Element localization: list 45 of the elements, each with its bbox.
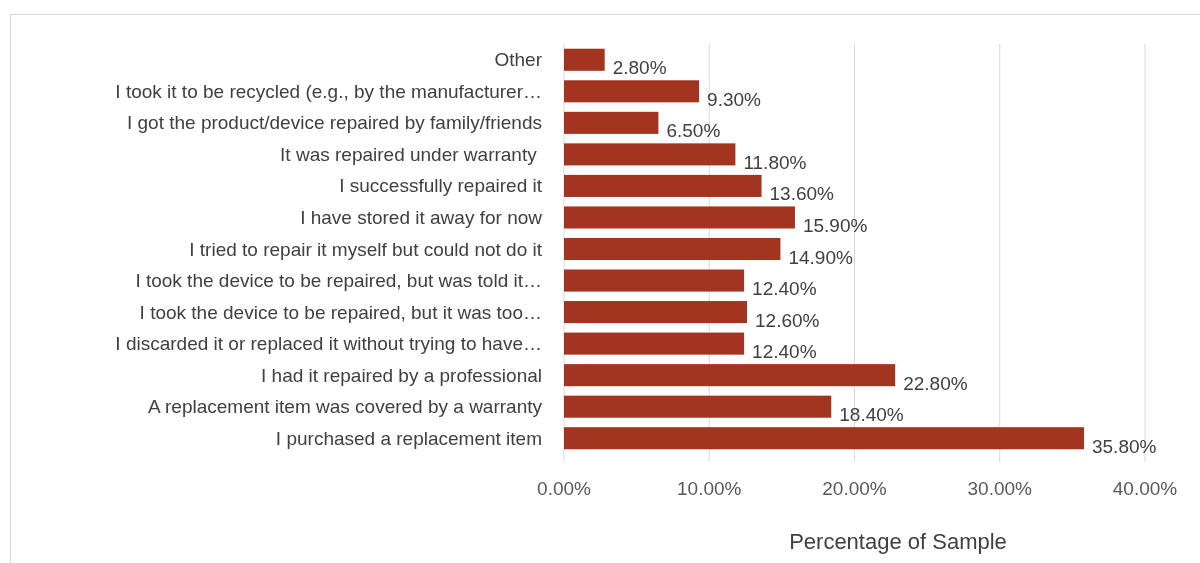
bar (564, 237, 781, 261)
data-label: 11.80% (743, 151, 807, 173)
y-tick-label: Other (494, 49, 543, 71)
x-tick-label: 30.00% (967, 477, 1033, 499)
bar (564, 301, 748, 324)
bar (564, 332, 745, 355)
data-label: 12.40% (752, 278, 817, 300)
data-label: 12.40% (752, 341, 817, 363)
y-tick-label: I have stored it away for now (300, 206, 543, 228)
data-label: 2.80% (612, 57, 667, 79)
bar (564, 143, 736, 166)
data-label: 14.90% (788, 246, 853, 268)
y-tick-label: I successfully repaired it (339, 175, 543, 197)
data-label: 35.80% (1091, 435, 1157, 457)
y-tick-label: I took the device to be repaired, but it was too… (139, 301, 542, 323)
bar (564, 80, 700, 103)
bar (564, 174, 762, 197)
y-tick-label: I tried to repair it myself but could not do it (189, 238, 543, 260)
x-tick-label: 0.00% (537, 477, 592, 499)
x-tick-label: 40.00% (1112, 477, 1178, 499)
x-tick-label: 20.00% (822, 477, 887, 499)
bar (564, 48, 605, 71)
y-tick-label: I took the device to be repaired, but was told it… (135, 270, 542, 292)
data-label: 12.60% (755, 309, 820, 331)
data-label: 13.60% (769, 183, 835, 205)
bar (564, 269, 745, 292)
y-tick-label: I got the product/device repaired by family/friends (126, 112, 542, 134)
data-label: 18.40% (839, 404, 904, 426)
y-tick-label: I discarded it or replaced it without trying to have… (115, 333, 542, 355)
y-tick-label: I took it to be recycled (e.g., by the manufacturer… (115, 80, 542, 102)
bar (564, 395, 832, 418)
data-label: 22.80% (903, 372, 968, 394)
bar (564, 111, 659, 134)
y-tick-label: A replacement item was covered by a warranty (148, 396, 543, 418)
data-label: 6.50% (666, 120, 721, 142)
bar (564, 364, 896, 387)
y-tick-label: I purchased a replacement item (275, 427, 542, 449)
data-label: 15.90% (802, 214, 868, 236)
y-tick-label: It was repaired under warranty (280, 143, 542, 165)
y-tick-label: I had it repaired by a professional (261, 364, 542, 386)
data-label: 9.30% (707, 88, 762, 110)
bar (564, 206, 795, 229)
x-tick-label: 10.00% (677, 477, 742, 499)
x-axis-title: Percentage of Sample (789, 528, 1007, 554)
bar (564, 427, 1084, 450)
